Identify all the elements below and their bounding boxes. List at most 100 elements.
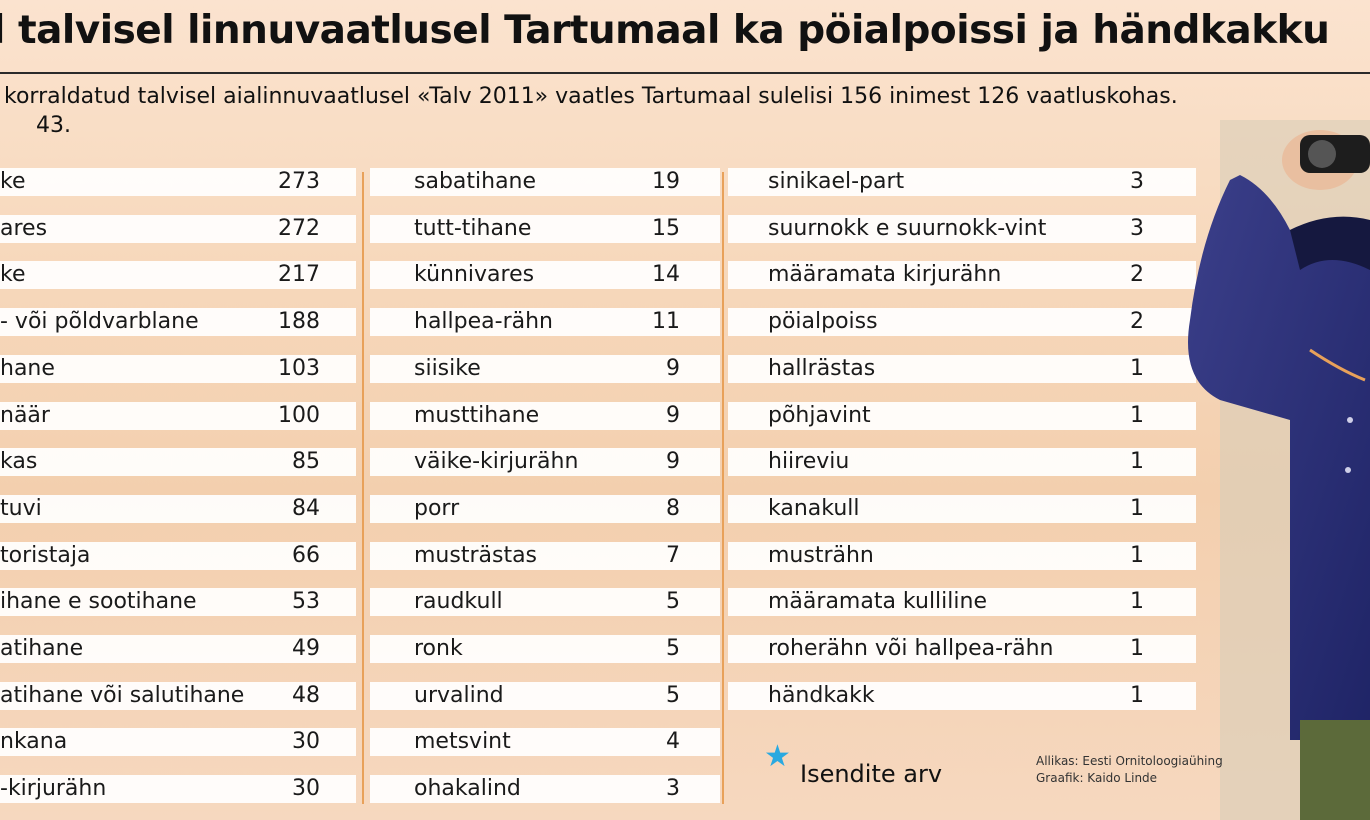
bird-count: 5 xyxy=(666,682,680,708)
camouflage-pants xyxy=(1300,720,1370,820)
species-name: atihane xyxy=(0,636,84,661)
species-name: künnivares xyxy=(414,262,535,288)
bird-count: 3 xyxy=(666,776,680,802)
table-row: roherähn või hallpea-rähn 1 xyxy=(728,635,1196,663)
bird-count: 2 xyxy=(1130,309,1144,335)
species-name: hiireviu xyxy=(768,449,850,475)
species-name: ohakalind xyxy=(414,776,521,802)
graphic-credit-line: Graafik: Kaido Linde xyxy=(1036,771,1158,785)
species-name: ihane e sootihane xyxy=(0,589,197,615)
jacket-zipper-trim xyxy=(1309,348,1366,382)
bird-count: 3 xyxy=(1130,169,1144,194)
bird-count: 9 xyxy=(666,402,680,428)
bird-count: 1 xyxy=(1130,449,1144,475)
subtitle-line-2: 43. xyxy=(36,113,71,138)
bird-count: 66 xyxy=(292,542,320,568)
table-row: määramata kirjurähn 2 xyxy=(728,261,1196,290)
species-name: määramata kulliline xyxy=(768,589,987,615)
table-row: põhjavint 1 xyxy=(728,401,1196,430)
bird-count: 14 xyxy=(652,262,680,288)
table-row: atihane 49 xyxy=(0,635,356,663)
bird-count: 15 xyxy=(652,215,680,241)
species-name: tuvi xyxy=(0,495,42,521)
table-row: raudkull 5 xyxy=(370,588,720,617)
bird-count: 53 xyxy=(292,589,320,615)
bird-count: 100 xyxy=(278,402,320,428)
column-divider-1 xyxy=(362,172,364,804)
bird-count: 48 xyxy=(292,682,320,708)
jacket-body xyxy=(1188,175,1370,740)
table-row: siisike 9 xyxy=(370,354,720,383)
jacket-collar xyxy=(1290,216,1370,270)
bird-count: 30 xyxy=(292,776,320,802)
table-row: kanakull 1 xyxy=(728,494,1196,523)
species-name: kanakull xyxy=(768,495,860,521)
table-row: musträstas 7 xyxy=(370,541,720,570)
species-name: metsvint xyxy=(414,729,511,755)
species-name: ke xyxy=(0,169,26,194)
bird-count: 7 xyxy=(666,542,680,568)
species-name: ronk xyxy=(414,636,463,661)
table-row: -kirjurähn 30 xyxy=(0,775,356,804)
species-name: urvalind xyxy=(414,682,504,708)
bird-count: 1 xyxy=(1130,402,1144,428)
species-name: määramata kirjurähn xyxy=(768,262,1002,288)
bird-count: 1 xyxy=(1130,636,1144,661)
species-name: ares xyxy=(0,215,48,241)
bird-count: 1 xyxy=(1130,682,1144,708)
species-name: hane xyxy=(0,355,55,381)
species-name: - või põldvarblane xyxy=(0,309,199,335)
subtitle: korraldatud talvisel aialinnuvaatlusel «… xyxy=(4,82,1370,140)
table-row: sabatihane 19 xyxy=(370,168,720,196)
species-name: hallrästas xyxy=(768,355,876,381)
jacket-button xyxy=(1345,467,1351,473)
table-row: väike-kirjurähn 9 xyxy=(370,448,720,477)
table-row: tutt-tihane 15 xyxy=(370,214,720,243)
species-name: pöialpoiss xyxy=(768,309,878,335)
bird-count: 8 xyxy=(666,495,680,521)
species-name: toristaja xyxy=(0,542,91,568)
bird-count: 49 xyxy=(292,636,320,661)
table-row: määramata kulliline 1 xyxy=(728,588,1196,617)
species-name: musträstas xyxy=(414,542,538,568)
binocular-lens-icon xyxy=(1308,140,1336,168)
table-row: händkakk 1 xyxy=(728,681,1196,710)
table-row: musttihane 9 xyxy=(370,401,720,430)
species-name: atihane või salutihane xyxy=(0,682,245,708)
table-row: hallrästas 1 xyxy=(728,354,1196,383)
legend-star-icon: ★ xyxy=(764,739,791,774)
table-row: urvalind 5 xyxy=(370,681,720,710)
species-name: ke xyxy=(0,262,26,288)
bird-count: 1 xyxy=(1130,542,1144,568)
table-row: atihane või salutihane 48 xyxy=(0,681,356,710)
column-divider-2 xyxy=(722,172,724,804)
jacket-button xyxy=(1347,417,1353,423)
table-row: ronk 5 xyxy=(370,635,720,663)
bird-count: 5 xyxy=(666,589,680,615)
table-row: ke 217 xyxy=(0,261,356,290)
table-row: ohakalind 3 xyxy=(370,775,720,804)
bird-count: 5 xyxy=(666,636,680,661)
table-row: hallpea-rähn 11 xyxy=(370,308,720,337)
bird-count: 4 xyxy=(666,729,680,755)
species-name: siisike xyxy=(414,355,481,381)
bird-count: 2 xyxy=(1130,262,1144,288)
species-name: händkakk xyxy=(768,682,875,708)
bird-count: 217 xyxy=(278,262,320,288)
species-name: põhjavint xyxy=(768,402,871,428)
table-row: künnivares 14 xyxy=(370,261,720,290)
species-name: suurnokk e suurnokk-vint xyxy=(768,215,1047,241)
bird-count: 1 xyxy=(1130,589,1144,615)
species-name: -kirjurähn xyxy=(0,776,107,802)
table-row: ares 272 xyxy=(0,214,356,243)
table-row: musträhn 1 xyxy=(728,541,1196,570)
table-row: - või põldvarblane 188 xyxy=(0,308,356,337)
table-row: ihane e sootihane 53 xyxy=(0,588,356,617)
bird-count: 1 xyxy=(1130,355,1144,381)
bird-count: 103 xyxy=(278,355,320,381)
species-name: näär xyxy=(0,402,50,428)
table-row: ke 273 xyxy=(0,168,356,196)
species-name: musträhn xyxy=(768,542,874,568)
table-row: nkana 30 xyxy=(0,728,356,757)
species-name: roherähn või hallpea-rähn xyxy=(768,636,1054,661)
